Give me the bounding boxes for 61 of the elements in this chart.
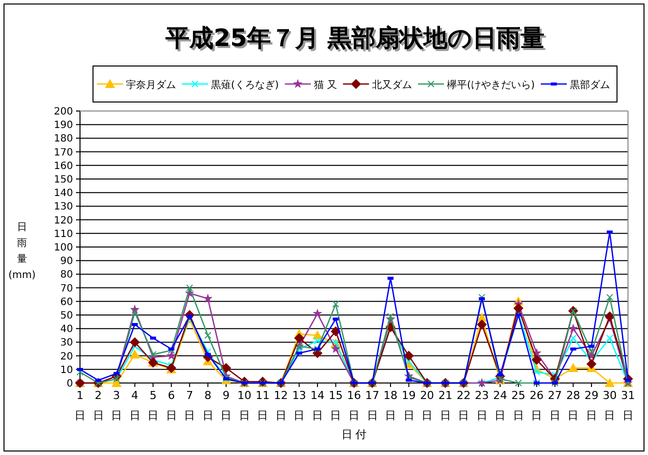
x-tick-label: 18日 bbox=[384, 389, 398, 422]
y-tick-label: 90 bbox=[60, 256, 73, 268]
legend-label: 北又ダム bbox=[372, 79, 412, 91]
x-tick-label: 30日 bbox=[602, 389, 617, 422]
x-tick-label: 28日 bbox=[566, 389, 580, 422]
y-tick-label: 10 bbox=[60, 364, 73, 376]
y-tick-label: 150 bbox=[54, 174, 73, 186]
legend-label: 宇奈月ダム bbox=[126, 79, 176, 91]
legend-label: 猫 又 bbox=[314, 80, 337, 91]
x-tick-label: 22日 bbox=[456, 389, 471, 422]
x-tick-label: 2日 bbox=[92, 389, 104, 422]
y-tick-label: 60 bbox=[60, 296, 73, 308]
y-tick-label: 130 bbox=[54, 202, 73, 213]
y-tick-label: 40 bbox=[60, 324, 73, 336]
x-tick-label: 20日 bbox=[420, 389, 434, 422]
x-tick-label: 10日 bbox=[237, 389, 252, 422]
x-tick-label: 6日 bbox=[166, 389, 177, 422]
y-tick-label: 30 bbox=[60, 338, 73, 349]
chart-title: 平成25年７月 黒部扇状地の日雨量 bbox=[166, 26, 546, 54]
x-tick-label: 3日 bbox=[111, 389, 122, 422]
y-tick-label: 50 bbox=[60, 310, 73, 322]
x-tick-label: 24日 bbox=[493, 389, 508, 422]
legend-label: 黒部ダム bbox=[570, 79, 610, 91]
legend-label: 欅平(けやきだいら) bbox=[447, 79, 535, 91]
x-tick-label: 21日 bbox=[438, 389, 452, 422]
x-tick-label: 11日 bbox=[256, 389, 270, 422]
y-tick-label: 140 bbox=[54, 188, 73, 200]
x-tick-label: 14日 bbox=[310, 389, 324, 422]
y-tick-label: 80 bbox=[60, 270, 73, 281]
x-tick-label: 16日 bbox=[347, 389, 361, 422]
x-tick-label: 15日 bbox=[328, 389, 343, 422]
x-tick-label: 13日 bbox=[292, 389, 306, 422]
y-tick-label: 110 bbox=[54, 228, 73, 240]
x-tick-label: 5日 bbox=[148, 389, 159, 422]
y-tick-label: 70 bbox=[60, 283, 73, 294]
x-tick-label: 29日 bbox=[584, 389, 598, 422]
y-tick-label: 100 bbox=[54, 242, 73, 254]
y-tick-label: 20 bbox=[60, 351, 73, 362]
y-tick-label: 170 bbox=[54, 147, 73, 158]
x-tick-label: 7日 bbox=[184, 389, 196, 422]
y-tick-label: 180 bbox=[54, 134, 73, 145]
x-tick-label: 31日 bbox=[621, 389, 635, 422]
x-tick-label: 1日 bbox=[74, 389, 86, 422]
x-tick-label: 9日 bbox=[220, 389, 232, 422]
x-tick-label: 12日 bbox=[274, 389, 288, 422]
x-tick-label: 4日 bbox=[129, 389, 140, 422]
y-tick-label: 160 bbox=[54, 160, 73, 172]
y-tick-label: 0 bbox=[66, 378, 73, 390]
x-axis-title: 日 付 bbox=[341, 428, 367, 441]
x-tick-label: 19日 bbox=[402, 389, 416, 422]
x-tick-label: 27日 bbox=[548, 389, 562, 422]
x-tick-label: 8日 bbox=[202, 389, 214, 422]
legend-label: 黒薙(くろなぎ) bbox=[211, 79, 279, 91]
x-tick-label: 25日 bbox=[511, 389, 526, 422]
x-tick-label: 17日 bbox=[365, 389, 380, 422]
x-tick-label: 23日 bbox=[474, 389, 489, 422]
x-tick-label: 26日 bbox=[530, 389, 544, 422]
y-axis-title: 日雨量(mm) bbox=[8, 222, 36, 281]
y-tick-label: 120 bbox=[54, 215, 73, 226]
y-tick-label: 190 bbox=[54, 120, 73, 132]
y-tick-label: 200 bbox=[54, 106, 73, 118]
